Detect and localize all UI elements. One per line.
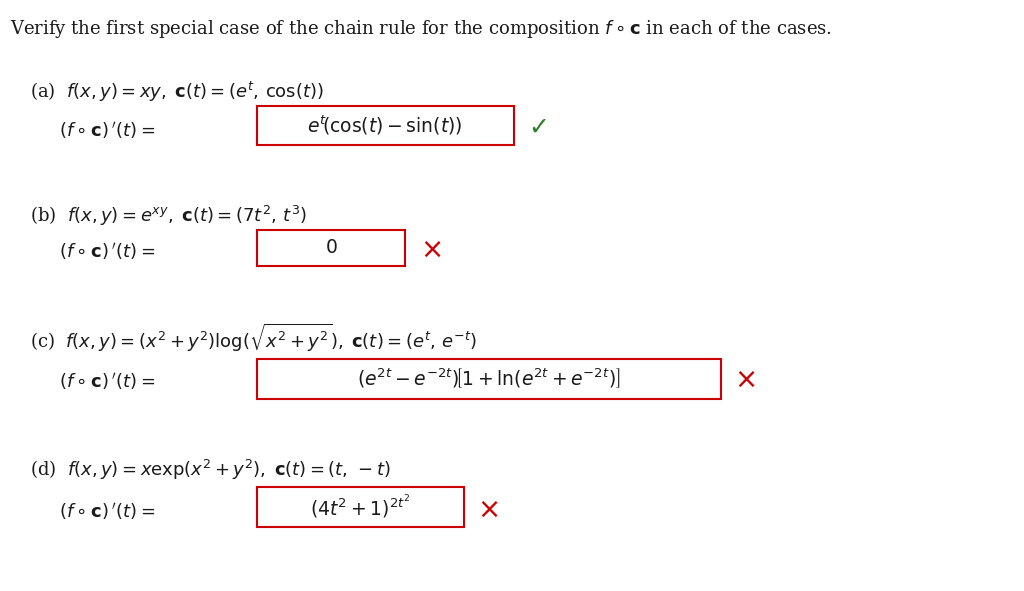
Text: $\checkmark$: $\checkmark$	[528, 115, 547, 139]
FancyBboxPatch shape	[257, 359, 721, 399]
Text: (c)  $f(x, y) = (x^2 + y^2)\log(\sqrt{x^2 + y^2}),\; \mathbf{c}(t) = (e^t,\, e^{: (c) $f(x, y) = (x^2 + y^2)\log(\sqrt{x^2…	[30, 322, 476, 355]
Text: $0$: $0$	[325, 239, 337, 257]
Text: $e^t\!\left(\cos(t) - \sin(t)\right)$: $e^t\!\left(\cos(t) - \sin(t)\right)$	[307, 114, 463, 137]
FancyBboxPatch shape	[257, 106, 513, 145]
Text: $\times$: $\times$	[420, 235, 441, 264]
Text: $(f \circ \mathbf{c})\,'(t) = $: $(f \circ \mathbf{c})\,'(t) = $	[59, 241, 156, 262]
Text: $(f \circ \mathbf{c})\,'(t) = $: $(f \circ \mathbf{c})\,'(t) = $	[59, 119, 156, 141]
Text: $\left(e^{2t} - e^{-2t}\right)\!\left[1 + \ln\!\left(e^{2t} + e^{-2t}\right)\rig: $\left(e^{2t} - e^{-2t}\right)\!\left[1 …	[357, 367, 621, 391]
FancyBboxPatch shape	[257, 487, 464, 527]
Text: (a)  $f(x, y) = xy,\; \mathbf{c}(t) = (e^t,\, \cos(t))$: (a) $f(x, y) = xy,\; \mathbf{c}(t) = (e^…	[30, 80, 324, 104]
Text: $\times$: $\times$	[477, 495, 499, 524]
Text: (b)  $f(x, y) = e^{xy},\; \mathbf{c}(t) = (7t^2,\, t^3)$: (b) $f(x, y) = e^{xy},\; \mathbf{c}(t) =…	[30, 204, 306, 228]
Text: $\left(4t^2 + 1\right)^{2t^2}$: $\left(4t^2 + 1\right)^{2t^2}$	[310, 494, 411, 520]
Text: (d)  $f(x, y) = x\exp(x^2 + y^2),\; \mathbf{c}(t) = (t,\, -t)$: (d) $f(x, y) = x\exp(x^2 + y^2),\; \math…	[30, 458, 390, 482]
Text: Verify the first special case of the chain rule for the composition $f \circ \ma: Verify the first special case of the cha…	[10, 18, 831, 40]
Text: $(f \circ \mathbf{c})\,'(t) = $: $(f \circ \mathbf{c})\,'(t) = $	[59, 371, 156, 392]
Text: $\times$: $\times$	[734, 366, 756, 394]
FancyBboxPatch shape	[257, 230, 404, 266]
Text: $(f \circ \mathbf{c})\,'(t) = $: $(f \circ \mathbf{c})\,'(t) = $	[59, 501, 156, 522]
